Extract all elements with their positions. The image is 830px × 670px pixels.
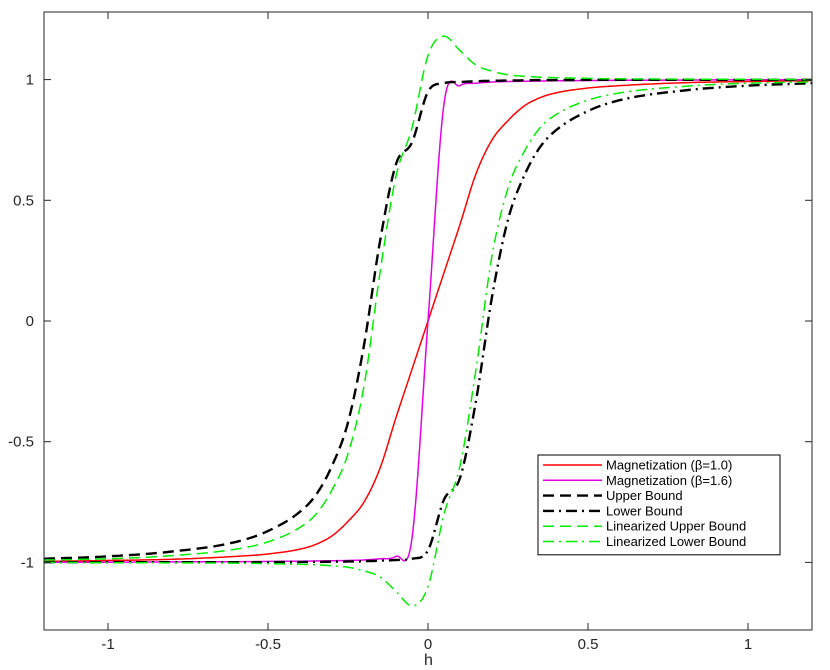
y-tick-label: -1	[21, 554, 34, 571]
series-line-5	[44, 81, 812, 607]
x-axis-label: h	[424, 652, 433, 669]
y-tick-label: -0.5	[8, 434, 34, 451]
x-tick-label: 0.5	[578, 636, 599, 653]
legend-label-0: Magnetization (β=1.0)	[606, 458, 732, 473]
legend-label-4: Linearized Upper Bound	[606, 519, 746, 534]
x-tick-label: 0	[424, 636, 432, 653]
legend-label-2: Upper Bound	[606, 488, 683, 503]
legend: Magnetization (β=1.0)Magnetization (β=1.…	[537, 454, 781, 556]
legend-label-5: Linearized Lower Bound	[606, 534, 746, 549]
y-tick-label: 0	[26, 313, 34, 330]
series-layer	[44, 35, 812, 607]
y-tick-label: 1	[26, 72, 34, 89]
legend-label-3: Lower Bound	[606, 503, 683, 518]
y-tick-label: 0.5	[13, 192, 34, 209]
series-line-4	[44, 35, 812, 561]
series-line-2	[44, 78, 812, 560]
x-tick-label: -1	[101, 636, 114, 653]
legend-label-1: Magnetization (β=1.6)	[606, 473, 732, 488]
series-line-3	[44, 82, 812, 564]
x-tick-label: -0.5	[255, 636, 281, 653]
legend-box	[537, 454, 781, 556]
x-tick-label: 1	[744, 636, 752, 653]
tick-layer: -1 -0.5 0 0.5 1 -1 -0.5 0 0.5 1	[8, 12, 812, 653]
